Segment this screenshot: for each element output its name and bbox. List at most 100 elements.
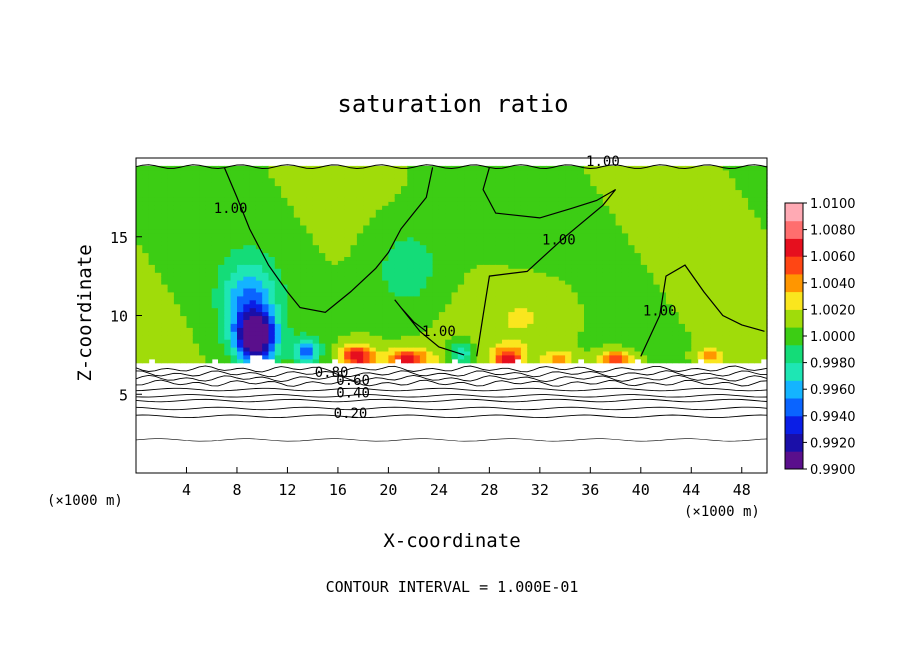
field-cell	[211, 319, 219, 324]
field-cell	[192, 173, 200, 179]
field-cell	[464, 264, 471, 269]
field-cell	[432, 193, 440, 198]
field-cell	[401, 303, 408, 309]
field-cell	[382, 315, 389, 320]
field-cell	[388, 228, 396, 234]
field-cell	[438, 201, 446, 206]
field-cell	[136, 260, 143, 265]
field-cell	[142, 339, 150, 344]
field-cell	[306, 224, 314, 230]
field-cell	[748, 323, 755, 328]
field-cell	[432, 331, 440, 336]
field-cell	[255, 221, 263, 226]
field-cell	[319, 228, 326, 234]
field-cell	[584, 213, 591, 218]
field-cell	[558, 169, 566, 175]
field-cell	[615, 268, 623, 273]
field-cell	[148, 264, 156, 269]
field-cell	[691, 177, 699, 183]
field-cell	[729, 358, 736, 364]
field-cell	[356, 240, 364, 246]
field-cell	[319, 343, 326, 348]
field-cell	[527, 205, 535, 210]
field-cell	[457, 335, 465, 340]
field-cell	[268, 264, 276, 269]
field-cell	[306, 248, 314, 254]
field-cell	[558, 335, 566, 340]
field-cell	[678, 177, 686, 183]
field-cell	[249, 268, 257, 273]
field-cell	[281, 201, 288, 206]
field-cell	[325, 268, 333, 273]
field-cell	[281, 311, 288, 317]
field-cell	[281, 240, 288, 246]
field-cell	[350, 295, 358, 301]
field-cell	[218, 284, 225, 289]
field-cell	[300, 193, 307, 198]
field-cell	[331, 303, 339, 309]
field-cell	[205, 260, 213, 265]
field-cell	[697, 327, 705, 332]
field-cell	[653, 331, 661, 336]
field-cell	[426, 236, 434, 242]
field-cell	[312, 272, 320, 277]
field-cell	[678, 232, 686, 238]
field-cell	[571, 343, 579, 348]
field-cell	[300, 295, 307, 301]
field-cell	[546, 256, 554, 261]
field-cell	[136, 327, 143, 332]
field-cell	[653, 347, 661, 352]
field-cell	[729, 335, 736, 340]
field-cell	[703, 228, 711, 234]
field-cell	[653, 197, 661, 202]
field-cell	[502, 323, 509, 328]
field-cell	[186, 165, 194, 171]
field-cell	[224, 350, 232, 356]
field-cell	[268, 335, 276, 340]
field-cell	[413, 205, 421, 210]
field-cell	[495, 205, 503, 210]
field-cell	[533, 193, 541, 198]
field-cell	[192, 240, 200, 246]
field-cell	[401, 169, 408, 175]
field-cell	[621, 252, 629, 257]
field-cell	[350, 350, 358, 356]
field-cell	[142, 347, 150, 352]
field-cell	[407, 295, 415, 301]
field-cell	[413, 185, 421, 191]
field-cell	[470, 252, 478, 257]
field-cell	[710, 323, 718, 328]
field-cell	[584, 343, 591, 348]
field-cell	[653, 169, 661, 175]
field-cell	[653, 201, 661, 206]
field-cell	[249, 264, 257, 269]
field-cell	[502, 287, 509, 293]
field-cell	[407, 213, 415, 218]
field-cell	[243, 323, 251, 328]
field-cell	[211, 177, 219, 183]
field-cell	[451, 303, 459, 309]
field-cell	[413, 197, 421, 202]
field-cell	[438, 244, 446, 250]
field-cell	[464, 228, 471, 234]
field-cell	[413, 315, 421, 320]
field-cell	[136, 315, 143, 320]
field-cell	[470, 169, 478, 175]
field-cell	[445, 213, 453, 218]
field-cell	[350, 232, 358, 238]
field-cell	[161, 311, 169, 317]
field-cell	[255, 311, 263, 317]
field-cell	[716, 347, 724, 352]
field-cell	[142, 240, 150, 246]
field-cell	[703, 260, 711, 265]
field-cell	[476, 327, 484, 332]
field-cell	[268, 287, 276, 293]
field-cell	[237, 268, 244, 273]
field-cell	[375, 177, 383, 183]
field-cell	[331, 299, 339, 305]
field-cell	[722, 248, 730, 254]
field-cell	[558, 331, 566, 336]
field-cell	[199, 193, 206, 198]
field-cell	[419, 244, 427, 250]
field-cell	[419, 252, 427, 257]
